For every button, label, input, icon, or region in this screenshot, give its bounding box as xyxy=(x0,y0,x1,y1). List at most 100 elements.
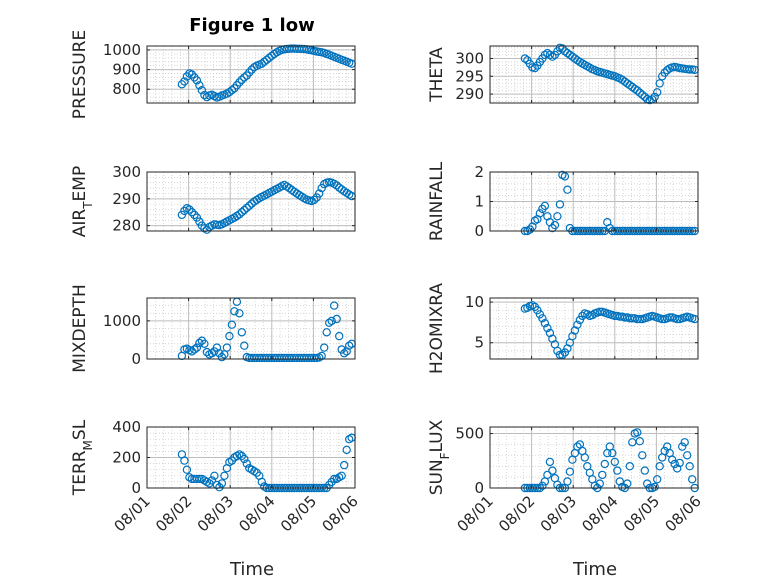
panel-6-point xyxy=(560,348,570,357)
panel-8-point xyxy=(543,470,552,480)
panel-6-point xyxy=(665,313,674,322)
panel-4-point xyxy=(560,172,570,181)
panel-5-point xyxy=(345,341,354,350)
panel-1-axes-box xyxy=(146,45,356,104)
panel-3-ylabel-subscript: T xyxy=(81,201,95,210)
panel-8-point xyxy=(668,455,677,464)
panel-8-point xyxy=(548,466,557,475)
panel-7-point xyxy=(242,459,251,468)
panel-3-y-tick-label: 290 xyxy=(112,190,141,208)
panel-5-point xyxy=(310,353,319,363)
panel-8-point xyxy=(623,479,632,488)
panel-8-point xyxy=(638,451,647,460)
panel-2-y-tick-label: 295 xyxy=(455,67,484,85)
panel-2-axes-box xyxy=(489,45,699,104)
panel-8-point xyxy=(675,458,684,468)
panel-7-point xyxy=(330,474,339,484)
panel-4-point xyxy=(540,201,550,211)
panel-2-point xyxy=(660,68,669,77)
panel-8-point xyxy=(580,453,590,462)
panel-8-point xyxy=(670,459,679,469)
panel-5-point xyxy=(200,339,209,348)
panel-5-point xyxy=(195,338,204,348)
panel-2-point xyxy=(558,44,567,53)
panel-7-point xyxy=(240,454,249,464)
panel-8-point xyxy=(640,466,650,475)
x-axis-label-left: Time xyxy=(229,559,274,580)
panel-1-y-tick-label: 900 xyxy=(112,61,141,79)
panel-4-point xyxy=(563,185,572,194)
panel-8-point xyxy=(545,457,555,467)
panel-7-y-tick-label: 400 xyxy=(112,418,141,436)
panel-6-point xyxy=(673,314,682,324)
panel-8-point xyxy=(608,448,617,458)
panel-8-point xyxy=(643,479,652,488)
panel-4-y-tick-label: 2 xyxy=(474,163,484,181)
panel-3-axes-box xyxy=(146,171,356,232)
panel-3-point xyxy=(310,195,319,205)
panel-6: 5 10 H2OMIXRA xyxy=(427,283,699,374)
panel-8-x-tick-label: 08/03 xyxy=(537,492,580,535)
panel-1-ylabel: PRESSURE xyxy=(70,30,90,119)
panel-8-x-tick-label: 08/05 xyxy=(620,492,663,535)
panel-1-y-tick-label: 800 xyxy=(112,80,141,98)
panel-1-point xyxy=(192,76,202,85)
panel-1-point xyxy=(240,73,249,82)
panel-8-y-tick-label: 0 xyxy=(474,479,484,497)
panel-4-point xyxy=(555,200,565,209)
panel-2-y-tick-label: 290 xyxy=(455,85,484,103)
panel-7-x-tick-label: 08/04 xyxy=(235,492,278,535)
panel-7-point xyxy=(220,471,229,480)
figure-title: Figure 1 low xyxy=(189,15,314,36)
panel-6-point xyxy=(540,319,550,328)
panel-8-point xyxy=(628,438,637,447)
panel-8-point xyxy=(678,442,687,451)
panel-8-point xyxy=(610,457,620,467)
panel-5-ylabel: MIXDEPTH xyxy=(70,284,90,373)
panel-3-ylabel: AIRTEMP xyxy=(70,166,95,237)
panel-5-point xyxy=(222,343,232,352)
panel-4-y-tick-label: 1 xyxy=(474,193,484,211)
panel-5-y-tick-label: 0 xyxy=(131,350,141,368)
panel-6-y-tick-label: 5 xyxy=(474,334,484,352)
panel-7-x-tick-label: 08/01 xyxy=(111,492,154,535)
panel-3-point xyxy=(187,207,197,217)
panel-1-point xyxy=(227,85,237,95)
panel-2-point xyxy=(653,88,662,97)
panel-7-point xyxy=(340,460,349,470)
panel-2-point xyxy=(655,79,664,88)
panel-8-ylabel-rest: LUX xyxy=(427,419,447,452)
x-axis-label-right: Time xyxy=(572,559,617,580)
panel-4: 0 1 2 RAINFALL xyxy=(427,161,699,241)
panel-1-y-tick-label: 1000 xyxy=(103,41,141,59)
panel-2-point xyxy=(638,90,647,100)
panel-3-y-tick-label: 300 xyxy=(112,163,141,181)
panel-3-ylabel-rest: EMP xyxy=(70,166,90,202)
panel-5-point xyxy=(217,352,227,362)
panel-8-point xyxy=(563,477,572,486)
panel-7-point xyxy=(235,450,244,459)
panel-8-point xyxy=(615,477,625,486)
panel-8-x-tick-label: 08/02 xyxy=(495,492,538,535)
panel-2-point xyxy=(635,88,645,97)
panel-7-point xyxy=(342,445,351,455)
panel-2-y-tick-label: 300 xyxy=(455,49,484,67)
panel-3-point xyxy=(240,205,249,215)
panel-8-axes-box xyxy=(489,426,699,489)
panel-7-x-tick-label: 08/03 xyxy=(194,492,237,535)
panel-5-point xyxy=(335,331,344,341)
panel-2-point xyxy=(520,54,530,63)
panel-6-point xyxy=(543,323,552,333)
panel-8-point xyxy=(565,467,575,476)
panel-8-y-tick-label: 500 xyxy=(455,425,484,443)
panel-1-point xyxy=(180,77,189,86)
panel-5-y-tick-label: 1000 xyxy=(103,312,141,330)
panel-7-ylabel-rest: SL xyxy=(70,419,90,440)
panel-6-point xyxy=(658,314,667,324)
panel-7-point xyxy=(217,479,227,488)
panel-3-point xyxy=(190,210,199,220)
panel-7-ylabel: TERRMSL xyxy=(70,419,95,496)
